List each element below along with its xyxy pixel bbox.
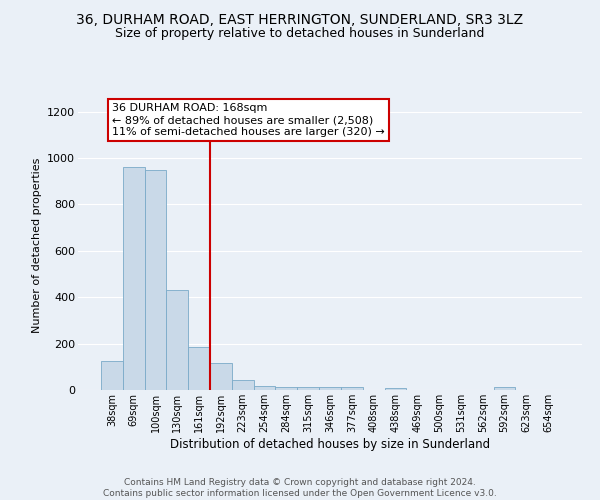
Bar	[166, 290, 188, 390]
Text: 36 DURHAM ROAD: 168sqm
← 89% of detached houses are smaller (2,508)
11% of semi-: 36 DURHAM ROAD: 168sqm ← 89% of detached…	[112, 104, 385, 136]
Text: Size of property relative to detached houses in Sunderland: Size of property relative to detached ho…	[115, 28, 485, 40]
Bar	[275, 386, 297, 390]
Bar	[101, 361, 123, 390]
Text: Contains HM Land Registry data © Crown copyright and database right 2024.
Contai: Contains HM Land Registry data © Crown c…	[103, 478, 497, 498]
Y-axis label: Number of detached properties: Number of detached properties	[32, 158, 41, 332]
Bar	[210, 364, 232, 390]
Bar	[385, 388, 406, 390]
Bar	[232, 380, 254, 390]
Bar	[297, 386, 319, 390]
Bar	[145, 170, 166, 390]
Bar	[341, 387, 363, 390]
Bar	[123, 168, 145, 390]
Text: 36, DURHAM ROAD, EAST HERRINGTON, SUNDERLAND, SR3 3LZ: 36, DURHAM ROAD, EAST HERRINGTON, SUNDER…	[76, 12, 524, 26]
Bar	[494, 387, 515, 390]
X-axis label: Distribution of detached houses by size in Sunderland: Distribution of detached houses by size …	[170, 438, 490, 450]
Bar	[254, 386, 275, 390]
Bar	[188, 347, 210, 390]
Bar	[319, 386, 341, 390]
